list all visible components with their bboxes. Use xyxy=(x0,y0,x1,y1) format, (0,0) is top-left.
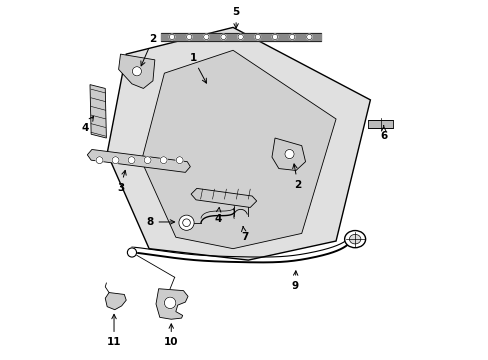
Text: 9: 9 xyxy=(291,271,298,291)
Circle shape xyxy=(144,157,151,163)
Circle shape xyxy=(238,34,243,40)
Text: 3: 3 xyxy=(117,170,126,193)
Text: 4: 4 xyxy=(81,116,93,134)
Polygon shape xyxy=(156,289,188,319)
Circle shape xyxy=(169,34,174,40)
Circle shape xyxy=(272,34,277,40)
Circle shape xyxy=(306,34,311,40)
Circle shape xyxy=(289,34,294,40)
Circle shape xyxy=(132,67,141,76)
Circle shape xyxy=(285,149,293,159)
Polygon shape xyxy=(141,50,335,249)
Circle shape xyxy=(112,157,119,163)
Polygon shape xyxy=(90,85,106,138)
Polygon shape xyxy=(105,293,126,310)
Ellipse shape xyxy=(344,230,365,248)
Text: 2: 2 xyxy=(141,34,156,66)
Ellipse shape xyxy=(349,234,360,244)
Text: 1: 1 xyxy=(189,53,206,83)
Circle shape xyxy=(179,215,194,230)
Polygon shape xyxy=(191,188,256,207)
Circle shape xyxy=(255,34,260,40)
Bar xyxy=(368,120,392,129)
Text: 4: 4 xyxy=(214,207,221,224)
Text: 7: 7 xyxy=(240,226,248,242)
Circle shape xyxy=(176,157,183,163)
Circle shape xyxy=(127,248,136,257)
Text: 8: 8 xyxy=(146,217,174,227)
Circle shape xyxy=(221,34,226,40)
Circle shape xyxy=(164,297,176,309)
Polygon shape xyxy=(119,54,155,89)
Text: 11: 11 xyxy=(106,314,121,347)
Circle shape xyxy=(96,157,103,163)
Polygon shape xyxy=(271,138,305,171)
Text: 2: 2 xyxy=(292,164,301,190)
Text: 6: 6 xyxy=(379,126,386,141)
Polygon shape xyxy=(107,27,369,260)
Text: 10: 10 xyxy=(163,324,178,347)
Circle shape xyxy=(160,157,167,163)
Circle shape xyxy=(203,34,208,40)
Circle shape xyxy=(128,157,135,163)
Polygon shape xyxy=(87,149,190,172)
Circle shape xyxy=(186,34,191,40)
Text: 5: 5 xyxy=(232,7,239,28)
